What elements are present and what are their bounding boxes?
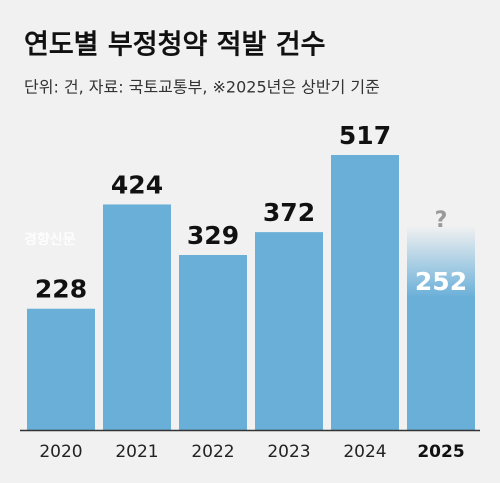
bar — [407, 295, 475, 430]
value-label: 517 — [339, 121, 391, 150]
chart-subtitle: 단위: 건, 자료: 국토교통부, ※2025년은 상반기 기준 — [24, 78, 380, 97]
partial-fade — [407, 225, 475, 298]
x-tick-label: 2023 — [267, 442, 310, 462]
value-label: 228 — [35, 275, 87, 304]
x-tick-label: 2021 — [115, 442, 158, 462]
chart-title: 연도별 부정청약 적발 건수 — [24, 30, 325, 61]
x-tick-label: 2025 — [417, 442, 464, 462]
bar — [331, 155, 399, 430]
bar — [103, 204, 171, 430]
bar — [179, 255, 247, 430]
annotation: ? — [435, 208, 448, 233]
x-tick-label: 2024 — [343, 442, 386, 462]
value-label: 372 — [263, 198, 315, 227]
value-label: 252 — [415, 267, 467, 296]
bar — [255, 232, 323, 430]
value-label: 329 — [187, 221, 239, 250]
x-tick-label: 2022 — [191, 442, 234, 462]
value-label: 424 — [111, 170, 163, 199]
watermark: 경향신문 — [24, 231, 76, 248]
bar — [27, 308, 95, 430]
x-tick-label: 2020 — [39, 442, 82, 462]
